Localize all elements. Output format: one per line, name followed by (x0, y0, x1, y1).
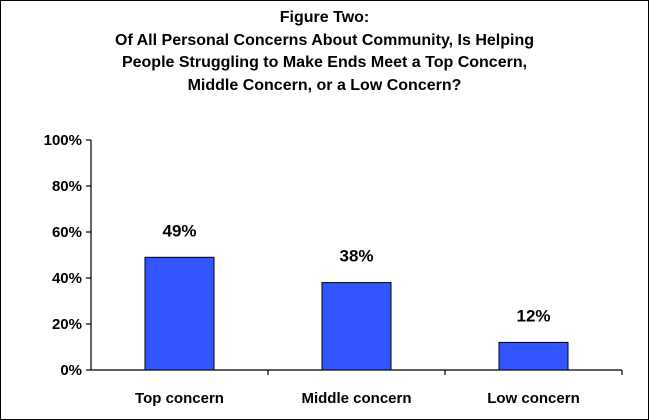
chart-title-line-2: Of All Personal Concerns About Community… (115, 31, 534, 49)
y-tick-label: 80% (52, 178, 82, 195)
data-label: 12% (516, 306, 550, 325)
chart-bars (144, 256, 569, 371)
chart-title: Figure Two: Of All Personal Concerns Abo… (0, 7, 649, 97)
bar (321, 282, 392, 371)
y-tick-label: 0% (60, 362, 82, 379)
x-category-label: Middle concern (301, 390, 411, 407)
data-label: 49% (162, 221, 196, 240)
y-axis-ticks: 0% 20% 40% 60% 80% 100% (44, 132, 91, 379)
data-label: 38% (339, 247, 373, 266)
x-category-label: Low concern (487, 390, 580, 407)
chart-title-line-1: Figure Two: (279, 9, 370, 26)
y-tick-label: 100% (44, 132, 82, 149)
chart-title-line-4: Middle Concern, or a Low Concern? (187, 76, 462, 94)
bar (498, 341, 569, 371)
y-tick-label: 60% (52, 224, 82, 241)
x-category-label: Top concern (135, 390, 224, 407)
y-tick-label: 40% (52, 270, 82, 287)
bar (144, 256, 215, 371)
chart-labels: 49% Top concern 38% Middle concern 12% Low co… (135, 221, 580, 407)
chart-title-line-3: People Struggling to Make Ends Meet a To… (121, 54, 528, 71)
y-tick-label: 20% (52, 316, 82, 333)
